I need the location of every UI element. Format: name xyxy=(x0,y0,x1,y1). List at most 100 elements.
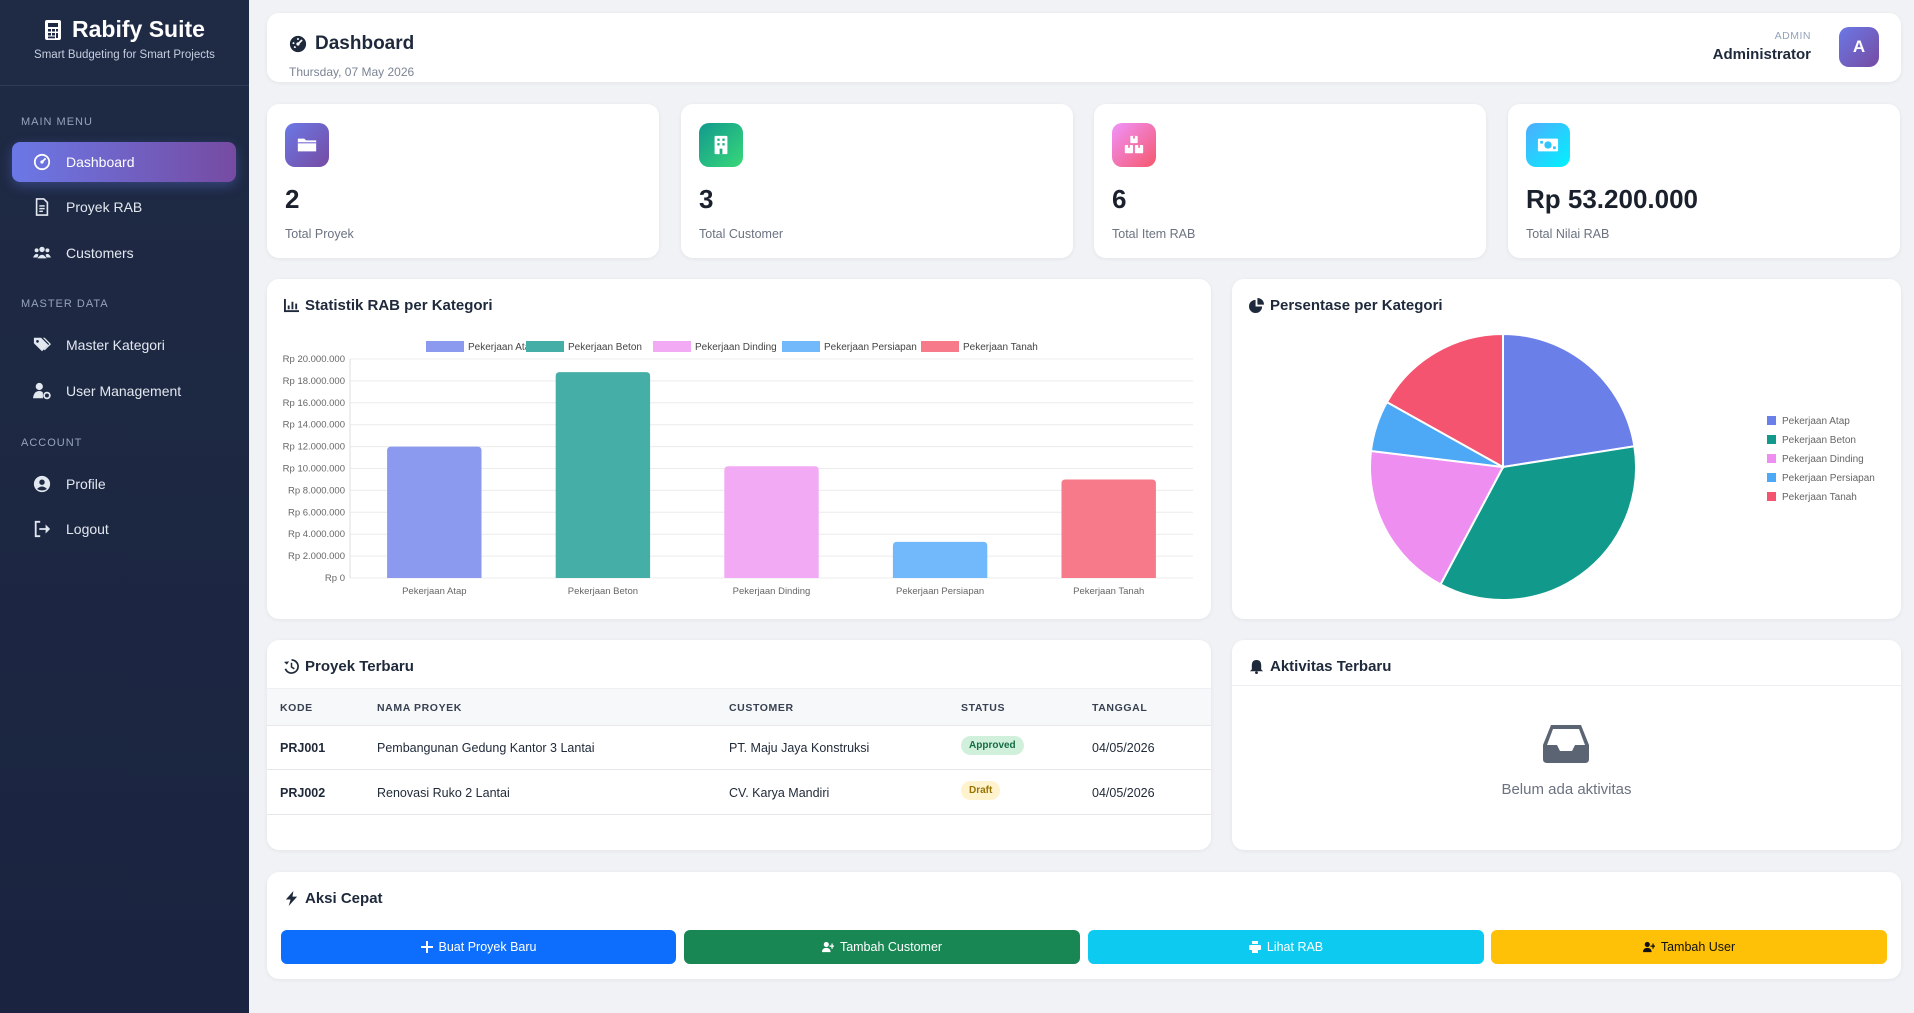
app-subtitle: Smart Budgeting for Smart Projects xyxy=(34,49,215,61)
sidebar-item-label: Master Kategori xyxy=(66,337,165,353)
empty-activity-text: Belum ada aktivitas xyxy=(1501,781,1632,798)
legend-swatch xyxy=(1767,473,1776,482)
calculator-icon xyxy=(45,19,62,40)
stat-card-total-proyek: 2 Total Proyek xyxy=(267,104,659,258)
status-badge: Approved xyxy=(961,736,1024,755)
app-title[interactable]: Rabify Suite xyxy=(0,16,249,43)
table-row[interactable]: PRJ001 Pembangunan Gedung Kantor 3 Lanta… xyxy=(267,726,1211,770)
x-tick-label: Pekerjaan Dinding xyxy=(733,586,811,597)
pie-chart-card: Persentase per Kategori Pekerjaan Atap Pe… xyxy=(1232,279,1901,619)
card-title: Aktivitas Terbaru xyxy=(1249,658,1391,675)
cell-customer: CV. Karya Mandiri xyxy=(729,786,830,800)
bar-chart: Rp 0 Rp 2.000.000 Rp 4.000.000 Rp 6.000.000… xyxy=(283,341,1193,597)
sidebar: Rabify Suite Smart Budgeting for Smart P… xyxy=(0,0,249,1013)
cell-nama: Renovasi Ruko 2 Lantai xyxy=(377,786,510,800)
column-header[interactable]: NAMA PROYEK xyxy=(377,702,462,714)
y-tick-label: Rp 10.000.000 xyxy=(283,464,345,475)
column-header[interactable]: TANGGAL xyxy=(1092,702,1148,714)
legend-swatch xyxy=(526,341,564,352)
legend-label: Pekerjaan Beton xyxy=(1782,435,1856,446)
sidebar-item-dashboard[interactable]: Dashboard xyxy=(12,142,236,182)
page-title: Dashboard xyxy=(289,33,414,55)
top-bar: Dashboard Thursday, 07 May 2026 ADMIN Ad… xyxy=(267,13,1901,82)
sidebar-item-user-management[interactable]: User Management xyxy=(12,371,236,411)
tags-icon xyxy=(33,337,51,352)
file-invoice-icon xyxy=(35,198,49,216)
legend-label: Pekerjaan Dinding xyxy=(695,342,777,353)
cell-nama: Pembangunan Gedung Kantor 3 Lantai xyxy=(377,741,595,755)
avatar[interactable]: A xyxy=(1839,27,1879,67)
pie-slice xyxy=(1439,445,1637,601)
gauge-icon xyxy=(289,35,307,53)
column-header[interactable]: STATUS xyxy=(961,702,1006,714)
stat-value: 3 xyxy=(699,184,714,214)
sidebar-item-customers[interactable]: Customers xyxy=(12,233,236,273)
y-tick-label: Rp 20.000.000 xyxy=(283,354,345,365)
legend-swatch xyxy=(782,341,820,352)
user-role: ADMIN xyxy=(1774,30,1811,42)
legend-swatch xyxy=(921,341,959,352)
user-name[interactable]: Administrator xyxy=(1712,46,1811,63)
tambah-user-button[interactable]: Tambah User xyxy=(1491,930,1887,964)
legend-label: Pekerjaan Atap xyxy=(1782,416,1850,427)
section-account: ACCOUNT xyxy=(21,437,83,449)
table-row[interactable]: PRJ002 Renovasi Ruko 2 Lantai CV. Karya … xyxy=(267,771,1211,815)
card-title: Aksi Cepat xyxy=(284,890,383,907)
buat-proyek-baru-button[interactable]: Buat Proyek Baru xyxy=(281,930,676,964)
column-header[interactable]: KODE xyxy=(280,702,313,714)
sidebar-item-label: Customers xyxy=(66,245,134,261)
y-tick-label: Rp 14.000.000 xyxy=(283,420,345,431)
card-title: Persentase per Kategori xyxy=(1249,297,1443,314)
logout-icon xyxy=(34,520,51,538)
stat-label: Total Item RAB xyxy=(1112,227,1196,241)
chart-bar-icon xyxy=(284,298,299,313)
section-main-menu: MAIN MENU xyxy=(21,116,93,128)
legend-swatch xyxy=(1767,454,1776,463)
inbox-icon xyxy=(1543,725,1589,763)
legend-label: Pekerjaan Dinding xyxy=(1782,454,1864,465)
cell-customer: PT. Maju Jaya Konstruksi xyxy=(729,741,870,755)
page-title-text: Dashboard xyxy=(315,33,415,54)
cell-kode: PRJ001 xyxy=(280,741,326,755)
legend-label: Pekerjaan Persiapan xyxy=(824,342,917,353)
stat-value: Rp 53.200.000 xyxy=(1526,184,1699,214)
x-tick-label: Pekerjaan Beton xyxy=(568,586,638,597)
bar xyxy=(892,541,988,578)
stat-card-total-nilai-rab: Rp 53.200.000 Total Nilai RAB xyxy=(1508,104,1900,258)
lihat-rab-button[interactable]: Lihat RAB xyxy=(1088,930,1484,964)
card-title: Statistik RAB per Kategori xyxy=(284,297,493,314)
y-tick-label: Rp 2.000.000 xyxy=(288,551,345,562)
sidebar-item-profile[interactable]: Profile xyxy=(12,464,236,504)
bar xyxy=(555,372,651,578)
money-icon xyxy=(1526,123,1570,167)
tambah-customer-button[interactable]: Tambah Customer xyxy=(684,930,1080,964)
bar-chart-card: Statistik RAB per Kategori Rp 0 Rp 2.000.… xyxy=(267,279,1211,619)
y-tick-label: Rp 8.000.000 xyxy=(288,485,345,496)
card-title: Proyek Terbaru xyxy=(284,658,414,675)
brand: Rabify Suite Smart Budgeting for Smart P… xyxy=(0,0,249,86)
stat-card-total-customer: 3 Total Customer xyxy=(681,104,1073,258)
pie-slice xyxy=(1369,449,1505,586)
cell-tanggal: 04/05/2026 xyxy=(1092,741,1155,755)
y-tick-label: Rp 18.000.000 xyxy=(283,376,345,387)
chart-pie-icon xyxy=(1249,298,1264,313)
section-master-data: MASTER DATA xyxy=(21,298,109,310)
quick-actions-card: Aksi Cepat Buat Proyek Baru Tambah Custo… xyxy=(267,872,1901,979)
table-header: KODE NAMA PROYEK CUSTOMER STATUS TANGGAL xyxy=(267,688,1211,726)
cell-tanggal: 04/05/2026 xyxy=(1092,786,1155,800)
gauge-icon xyxy=(33,153,51,171)
y-tick-label: Rp 4.000.000 xyxy=(288,529,345,540)
status-badge: Draft xyxy=(961,781,1001,800)
page-date: Thursday, 07 May 2026 xyxy=(289,65,415,79)
sidebar-item-label: Proyek RAB xyxy=(66,199,143,215)
sidebar-item-proyek-rab[interactable]: Proyek RAB xyxy=(12,187,236,227)
bar xyxy=(724,466,819,578)
activity-card: Aktivitas Terbaru Belum ada aktivitas xyxy=(1232,640,1901,850)
sidebar-item-master-kategori[interactable]: Master Kategori xyxy=(12,325,236,365)
column-header[interactable]: CUSTOMER xyxy=(729,702,794,714)
user-gear-icon xyxy=(33,382,51,400)
sidebar-item-logout[interactable]: Logout xyxy=(12,509,236,549)
y-tick-label: Rp 6.000.000 xyxy=(288,507,345,518)
user-circle-icon xyxy=(33,475,51,493)
y-tick-label: Rp 0 xyxy=(325,573,345,584)
